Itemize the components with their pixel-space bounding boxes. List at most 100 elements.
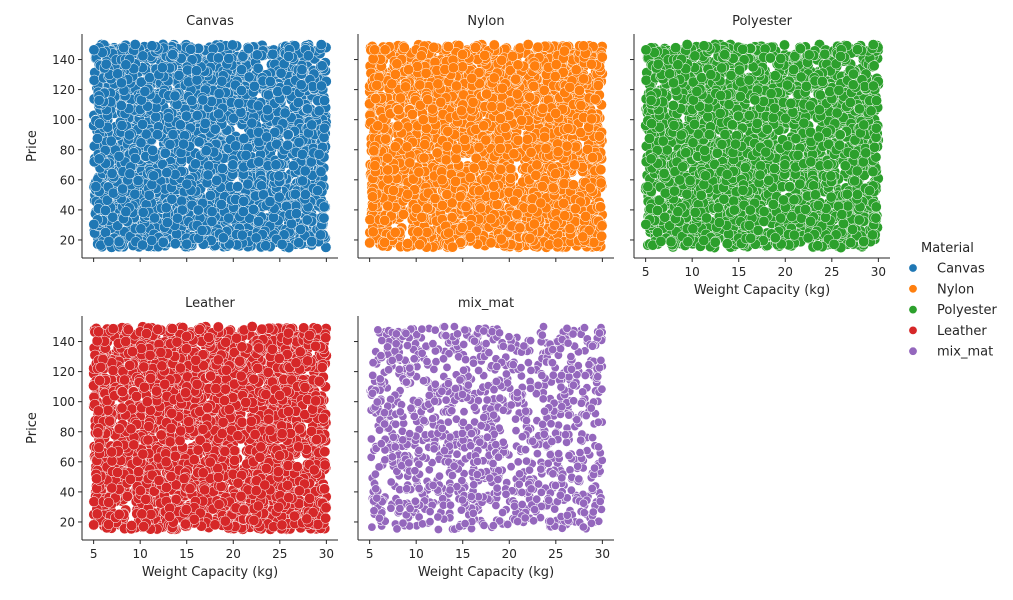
data-point — [88, 74, 100, 86]
data-point — [595, 177, 607, 189]
data-point — [522, 39, 534, 51]
data-point — [178, 138, 189, 150]
data-point — [525, 147, 537, 158]
data-point — [315, 39, 327, 51]
data-point — [137, 118, 149, 130]
data-point — [299, 189, 311, 201]
data-point — [302, 103, 313, 115]
data-point — [315, 80, 327, 92]
data-point — [90, 181, 102, 193]
data-point — [235, 106, 247, 118]
data-point — [190, 158, 201, 170]
data-point — [253, 156, 265, 168]
data-point — [491, 199, 503, 210]
data-point — [135, 137, 147, 149]
data-point — [167, 49, 179, 61]
data-point — [191, 74, 203, 86]
data-point — [262, 89, 274, 101]
data-point — [227, 159, 239, 171]
data-point — [113, 150, 125, 162]
data-point — [273, 170, 285, 182]
data-point — [401, 141, 413, 153]
data-point — [157, 236, 169, 248]
data-point — [592, 80, 604, 91]
data-point — [206, 206, 218, 218]
data-point — [596, 230, 608, 242]
data-point — [192, 204, 204, 216]
data-point — [180, 110, 192, 122]
y-axis-label: Price — [25, 130, 40, 162]
data-point — [296, 148, 308, 160]
data-point — [295, 79, 307, 91]
data-point — [250, 232, 262, 244]
data-point — [272, 86, 284, 98]
data-point — [129, 188, 141, 200]
scatter-points — [364, 39, 608, 253]
data-point — [558, 197, 570, 209]
data-point — [297, 175, 309, 187]
data-point — [137, 50, 149, 62]
data-point — [505, 163, 517, 175]
data-point — [94, 118, 106, 130]
data-point — [248, 80, 260, 92]
data-point — [275, 67, 287, 79]
data-point — [505, 172, 517, 184]
data-point — [129, 152, 141, 164]
data-point — [293, 237, 305, 249]
data-point — [169, 90, 181, 102]
data-point — [451, 80, 462, 92]
data-point — [305, 156, 317, 168]
data-point — [528, 80, 540, 92]
data-point — [595, 164, 607, 176]
data-point — [290, 208, 302, 220]
data-point — [392, 120, 404, 132]
data-point — [318, 122, 330, 134]
data-point — [312, 185, 324, 197]
data-point — [282, 129, 294, 141]
data-point — [389, 141, 401, 153]
data-point — [276, 238, 288, 250]
data-point — [151, 129, 163, 141]
data-point — [404, 157, 416, 169]
data-point — [479, 49, 491, 61]
data-point — [161, 217, 173, 229]
data-point — [156, 62, 168, 74]
panel-nylon: Nylon — [354, 14, 614, 262]
data-point — [116, 119, 128, 131]
data-point — [315, 229, 327, 241]
data-point — [252, 62, 264, 74]
panel-title: Canvas — [186, 14, 234, 29]
data-point — [144, 72, 156, 84]
data-point — [299, 165, 311, 177]
data-point — [107, 187, 119, 199]
data-point — [267, 48, 279, 60]
data-point — [243, 43, 254, 55]
data-point — [252, 100, 264, 112]
data-point — [293, 136, 305, 148]
data-point — [238, 133, 250, 145]
data-point — [143, 189, 155, 201]
data-point — [316, 60, 328, 72]
data-point — [124, 168, 136, 180]
data-point — [230, 140, 242, 152]
data-point — [296, 64, 308, 76]
data-point — [181, 178, 193, 190]
data-point — [93, 94, 105, 106]
data-point — [169, 238, 181, 250]
data-point — [223, 212, 235, 224]
data-point — [193, 136, 205, 148]
data-point — [286, 218, 297, 230]
data-point — [88, 218, 100, 230]
data-point — [146, 40, 158, 52]
data-point — [302, 50, 314, 62]
data-point — [282, 139, 294, 151]
y-tick-label: 20 — [60, 233, 75, 247]
y-tick-label: 60 — [60, 173, 75, 187]
data-point — [191, 110, 203, 121]
data-point — [211, 174, 223, 186]
data-point — [442, 41, 454, 53]
data-point — [236, 229, 248, 241]
data-point — [538, 84, 550, 96]
data-point — [260, 240, 272, 252]
